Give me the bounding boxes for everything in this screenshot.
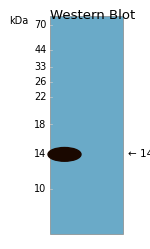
Text: 10: 10 [34,184,46,194]
Text: 18: 18 [34,120,46,129]
Text: 22: 22 [34,92,46,102]
Ellipse shape [48,147,81,161]
Text: 44: 44 [34,45,46,55]
Text: 26: 26 [34,77,46,87]
Text: Western Blot: Western Blot [50,9,136,22]
Text: ← 14kDa: ← 14kDa [128,149,150,159]
Text: 70: 70 [34,20,46,30]
Text: kDa: kDa [9,16,28,26]
Text: 33: 33 [34,62,46,72]
Text: 14: 14 [34,149,46,159]
Bar [50,16,123,234]
